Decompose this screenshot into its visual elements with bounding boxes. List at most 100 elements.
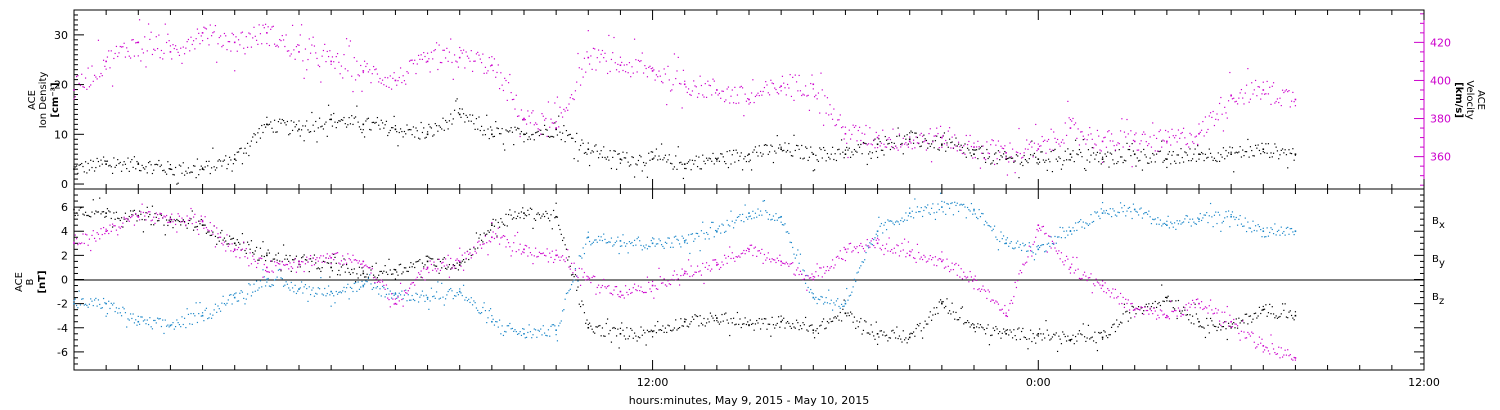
velocity-point — [420, 54, 422, 56]
bx-point — [101, 211, 103, 213]
by-point — [1263, 236, 1266, 238]
density-point — [468, 120, 470, 122]
bz-point — [901, 242, 903, 245]
bx-point — [532, 227, 534, 230]
density-point — [362, 123, 365, 126]
velocity-point — [1114, 149, 1117, 151]
velocity-point — [185, 47, 187, 49]
density-point — [1283, 152, 1285, 154]
velocity-point — [1290, 100, 1293, 102]
bx-point — [252, 252, 254, 254]
by-point — [180, 326, 182, 328]
velocity-point — [226, 49, 228, 51]
density-point — [438, 125, 440, 127]
by-point — [365, 280, 367, 282]
bz-point — [793, 273, 795, 275]
velocity-point — [564, 110, 566, 112]
velocity-point — [504, 77, 506, 79]
density-point — [1137, 160, 1140, 162]
by-point — [514, 329, 516, 331]
bx-point — [1053, 333, 1055, 335]
bx-point — [137, 214, 139, 217]
bz-point — [848, 243, 850, 245]
by-point — [581, 257, 583, 259]
velocity-point — [587, 56, 590, 59]
bz-point — [754, 246, 757, 248]
velocity-point — [857, 129, 859, 132]
bx-point — [410, 262, 412, 264]
density-point — [1215, 159, 1217, 162]
bx-point — [200, 218, 202, 221]
bx-point — [406, 270, 408, 272]
bz-point — [308, 258, 310, 260]
bx-point — [752, 322, 754, 325]
bz-point — [856, 246, 858, 248]
velocity-point — [663, 68, 665, 70]
velocity-point — [840, 127, 843, 129]
bx-point — [768, 323, 771, 325]
bz-point — [236, 248, 238, 251]
density-point — [860, 143, 862, 146]
velocity-point — [87, 67, 89, 69]
bx-point — [1011, 337, 1014, 339]
density-point — [713, 163, 715, 165]
velocity-point — [552, 122, 555, 124]
by-point — [1266, 227, 1268, 229]
bx-point — [502, 223, 505, 225]
density-point — [943, 132, 946, 134]
by-point — [1166, 220, 1168, 222]
by-point — [819, 299, 821, 301]
velocity-point — [417, 54, 420, 57]
by-point — [1279, 234, 1281, 236]
density-point — [699, 168, 701, 170]
density-point — [474, 128, 476, 130]
density-point — [419, 138, 421, 140]
bz-point — [83, 242, 85, 245]
by-point — [268, 285, 271, 287]
density-point — [726, 150, 728, 153]
velocity-point — [137, 55, 139, 57]
velocity-point — [468, 57, 470, 59]
by-point — [451, 290, 453, 292]
by-point — [518, 332, 520, 335]
bz-point — [90, 249, 92, 252]
density-point — [372, 121, 375, 123]
bz-point — [460, 265, 462, 267]
velocity-point — [365, 65, 367, 68]
density-point — [120, 170, 123, 172]
velocity-point — [330, 60, 332, 63]
bx-point — [568, 256, 570, 258]
bz-point — [312, 257, 314, 259]
velocity-point — [750, 92, 753, 94]
velocity-point — [271, 26, 273, 28]
by-point — [1252, 220, 1254, 222]
bz-point — [835, 256, 838, 258]
density-point — [137, 163, 140, 165]
bz-point — [704, 266, 706, 269]
bx-point — [603, 335, 605, 337]
velocity-point — [541, 113, 543, 115]
density-point — [1262, 148, 1265, 151]
density-point — [954, 144, 956, 146]
bx-point — [938, 301, 940, 303]
by-point — [300, 281, 303, 283]
velocity-point — [90, 84, 92, 86]
bz-point — [1150, 310, 1153, 312]
bz-point — [110, 230, 112, 232]
bx-point — [657, 320, 659, 323]
by-point — [378, 293, 380, 295]
bz-point — [887, 250, 889, 252]
density-point — [1125, 160, 1127, 162]
bx-point — [141, 218, 143, 221]
bz-point — [749, 244, 751, 246]
velocity-point — [375, 68, 377, 70]
density-point — [502, 143, 505, 145]
by-point — [439, 297, 442, 299]
velocity-point — [779, 86, 781, 89]
bz-point — [758, 250, 760, 252]
bz-point — [918, 251, 920, 254]
bx-point — [1294, 314, 1297, 317]
bz-point — [219, 236, 222, 238]
bz-point — [322, 255, 325, 257]
bz-point — [951, 262, 953, 264]
